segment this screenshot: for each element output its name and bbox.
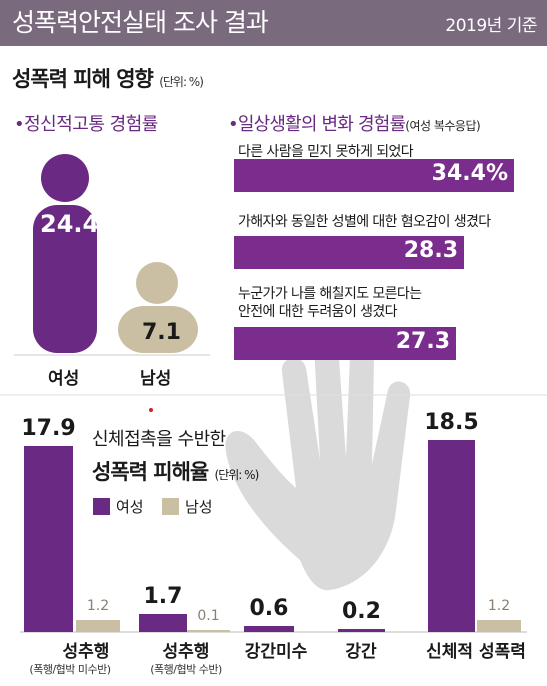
change-item-label-2: 가해자와 동일한 성별에 대한 혐오감이 생겼다: [238, 213, 491, 231]
section-title-impact: 성폭력 피해 영향 (단위: %): [12, 63, 204, 93]
person-male-icon: [118, 262, 198, 353]
female-bar-1: [24, 446, 73, 632]
legend-male-swatch: [162, 498, 179, 515]
red-dot: [149, 408, 153, 412]
daily-life-subtitle-text: •일상생활의 변화 경험률: [228, 114, 406, 135]
unit-label: (단위: %): [159, 75, 204, 89]
hand-watermark-icon: [225, 332, 411, 591]
legend-female-label: 여성: [116, 498, 144, 516]
daily-life-subtitle-note: (여성 복수응답): [405, 119, 481, 133]
victimization-unit-label: (단위: %): [214, 468, 260, 482]
female-value-2: 1.7: [143, 584, 183, 609]
legend-male-label: 남성: [185, 498, 213, 516]
person-male-body: [118, 306, 198, 353]
legend-female-swatch: [93, 498, 110, 515]
change-bar-3-value: 27.3: [395, 329, 450, 354]
change-bar-3: 27.3: [234, 327, 456, 360]
change-item-label-3-line-2: 안전에 대한 두려움이 생겼다: [238, 304, 398, 320]
mental-distress-subtitle: •정신적고통 경험률: [14, 114, 158, 135]
person-female-body: [33, 205, 97, 353]
change-item-label-1: 다른 사람을 믿지 못하게 되었다: [238, 143, 414, 161]
daily-life-subtitle: •일상생활의 변화 경험률(여성 복수응답): [228, 110, 481, 136]
category-label-1: 성추행: [62, 642, 110, 662]
male-label: 남성: [140, 369, 172, 389]
male-distress-value: 7.1: [142, 320, 181, 345]
male-bar-5: [477, 620, 521, 632]
female-bar-4: [338, 629, 385, 632]
change-bar-1: 34.4%: [234, 159, 514, 192]
change-item-label-3-line-1: 누군가가 나를 해칠지도 모른다는: [238, 286, 422, 302]
female-value-3: 0.6: [249, 596, 289, 621]
change-item-label-2-line: 가해자와 동일한 성별에 대한 혐오감이 생겼다: [238, 214, 491, 230]
reference-year: 2019년 기준: [445, 16, 537, 36]
category-note-1: (폭행/협박 미수반): [29, 663, 111, 676]
male-value-1: 1.2: [86, 598, 110, 614]
female-bar-3: [244, 626, 294, 632]
header-bar: [0, 0, 547, 46]
victimization-rate-title: 성폭력 피해율 (단위: %): [92, 456, 260, 486]
category-note-2: (폭행/협박 수반): [150, 663, 222, 676]
physical-contact-subtitle: 신체접촉을 수반한: [92, 429, 226, 450]
change-item-label-1-line: 다른 사람을 믿지 못하게 되었다: [238, 144, 414, 160]
female-value-1: 17.9: [21, 416, 76, 441]
female-distress-value: 24.4%: [40, 210, 124, 238]
female-value-4: 0.2: [342, 599, 381, 624]
female-value-5: 18.5: [424, 410, 479, 435]
category-label-4: 강간: [345, 642, 377, 662]
category-label-2: 성추행: [162, 642, 210, 662]
section-title-text: 성폭력 피해 영향: [12, 67, 154, 91]
person-female-head: [41, 154, 89, 202]
change-bar-2: 28.3: [234, 236, 464, 269]
person-male-head: [136, 262, 178, 304]
male-bar-2: [187, 630, 230, 632]
page-title: 성폭력안전실태 조사 결과: [12, 8, 269, 37]
male-bar-1: [76, 620, 120, 632]
change-bar-1-value: 34.4%: [431, 161, 508, 186]
male-value-5: 1.2: [487, 598, 511, 614]
category-label-5: 신체적 성폭력: [426, 642, 526, 662]
victimization-rate-title-text: 성폭력 피해율: [92, 460, 209, 484]
female-bar-5: [428, 440, 475, 632]
person-female-icon: [33, 154, 97, 353]
category-label-3: 강간미수: [244, 642, 308, 662]
female-label: 여성: [48, 369, 80, 389]
male-value-2: 0.1: [197, 608, 220, 624]
change-bar-2-value: 28.3: [403, 238, 458, 263]
female-bar-2: [139, 614, 187, 632]
